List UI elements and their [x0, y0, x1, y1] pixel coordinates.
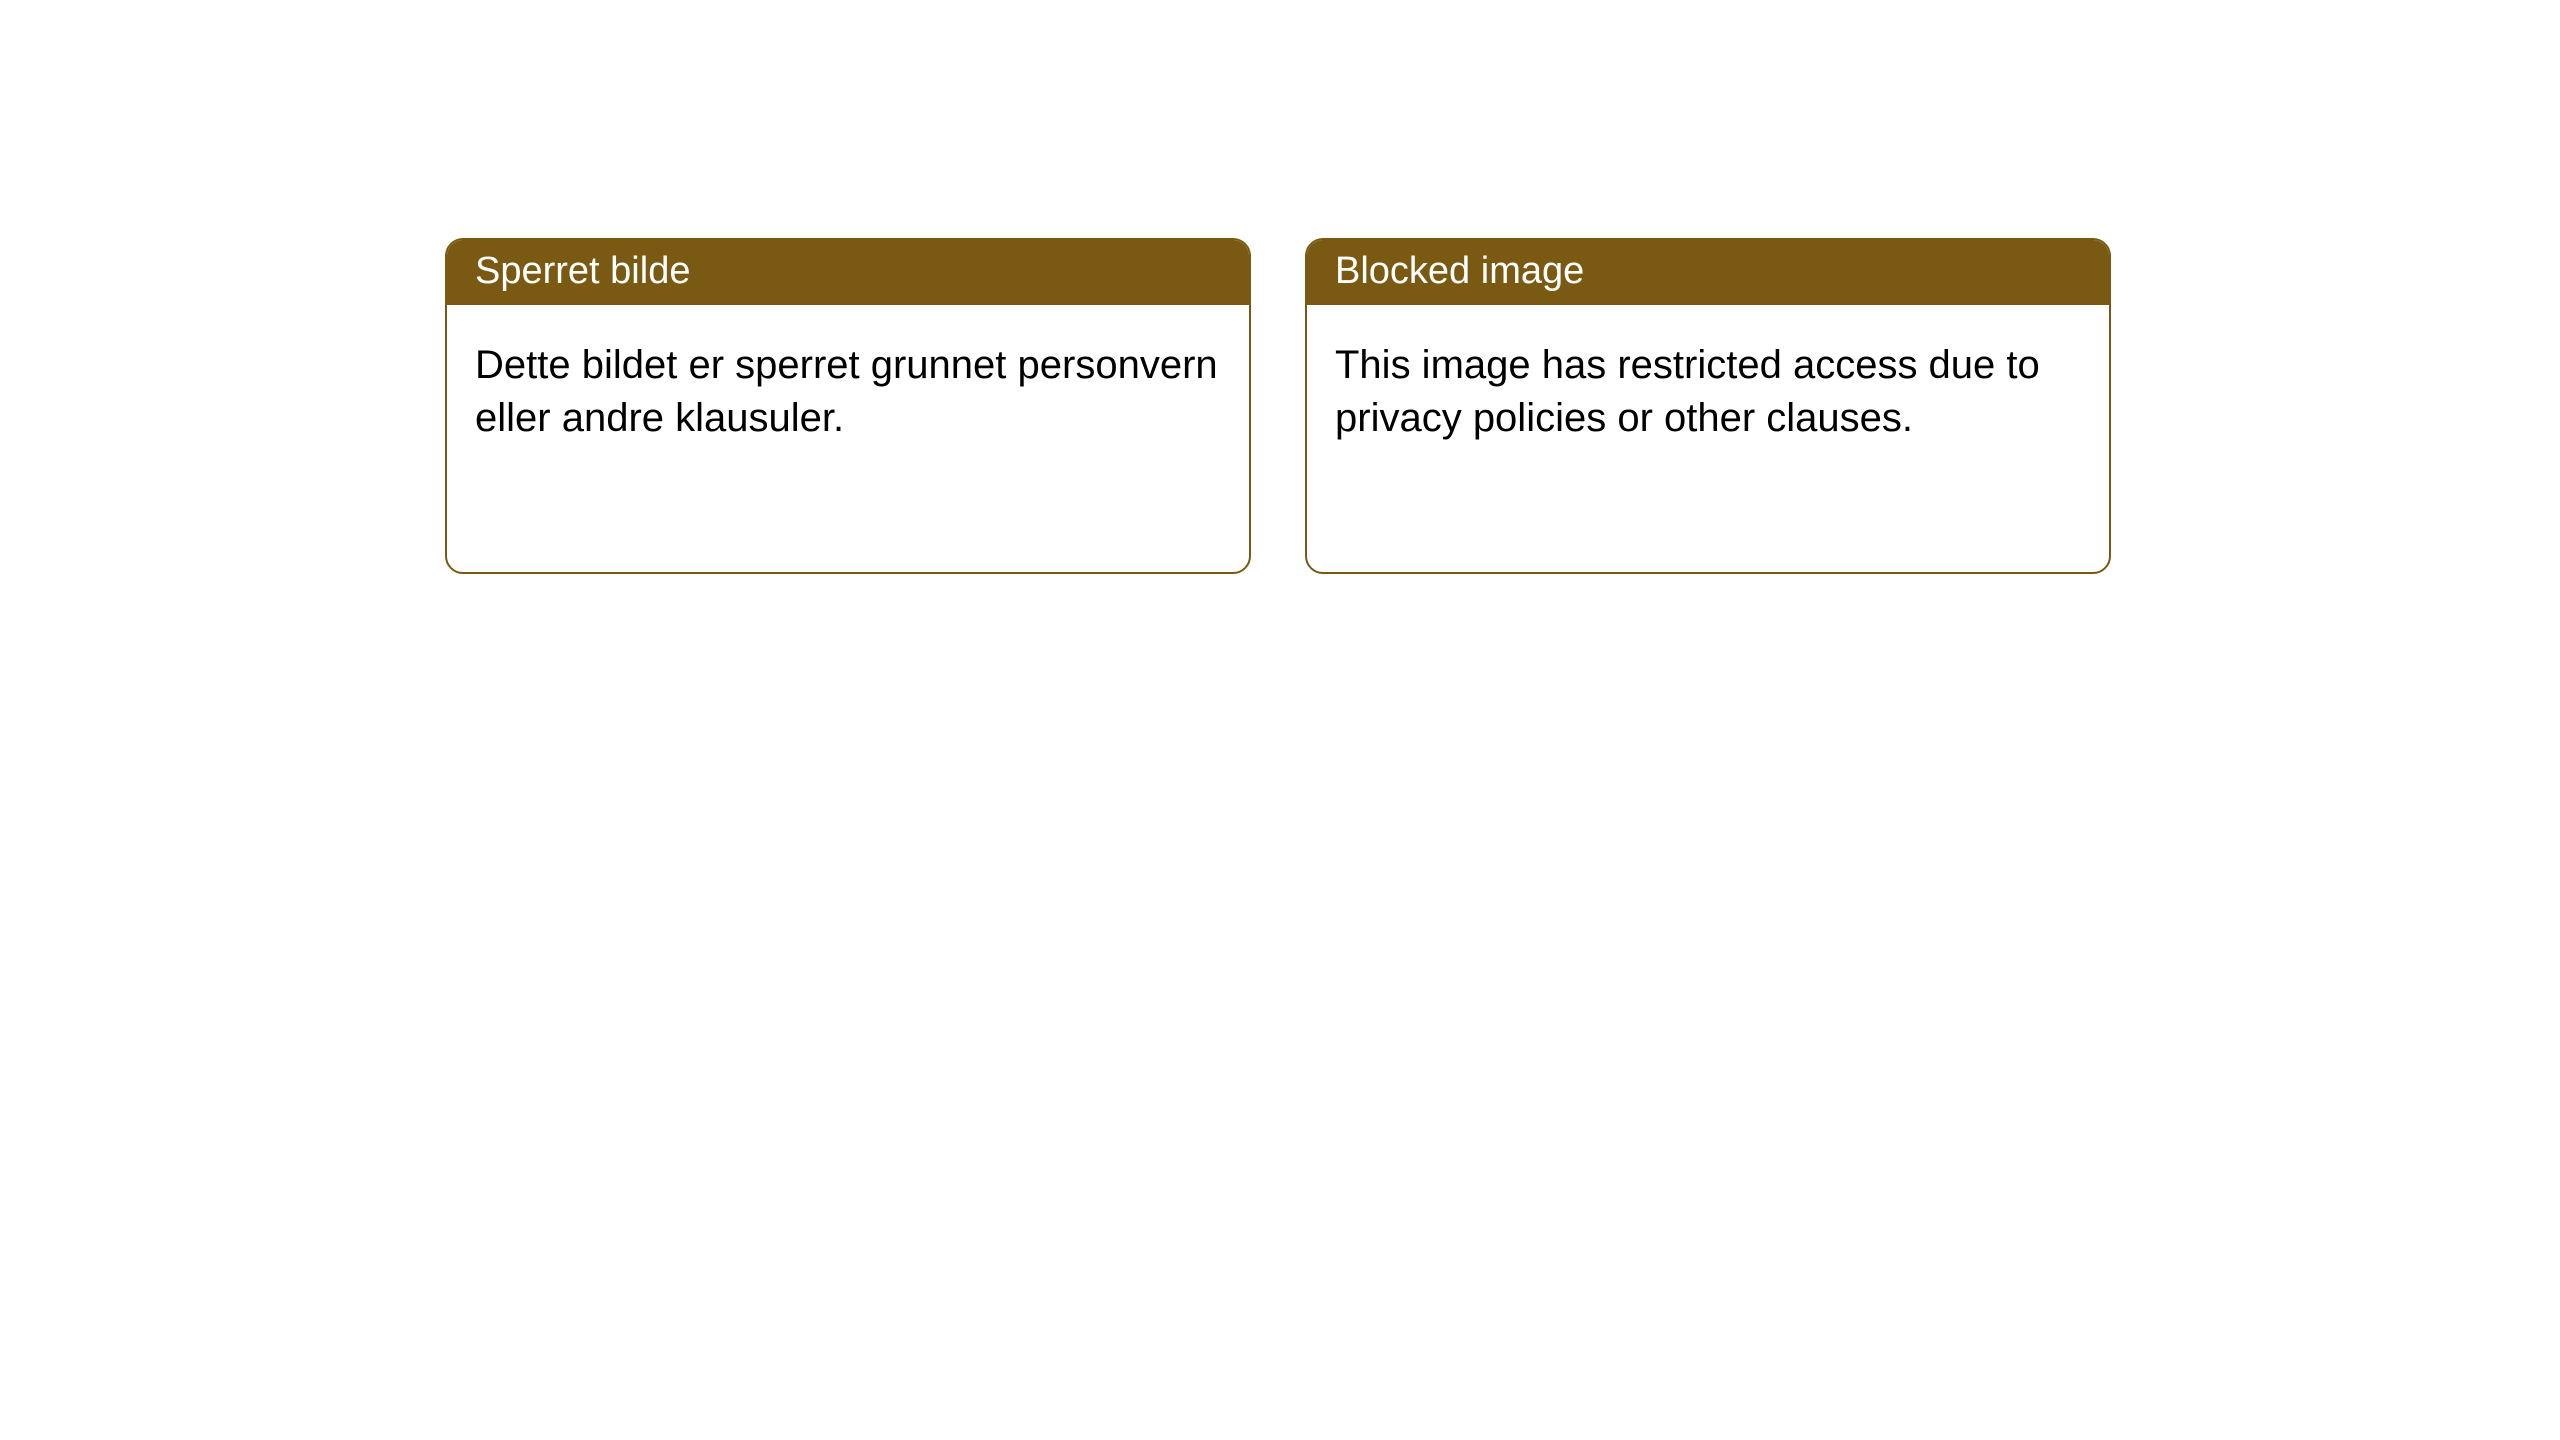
notice-box-english: Blocked image This image has restricted …: [1305, 238, 2111, 574]
notice-header: Blocked image: [1307, 240, 2109, 305]
notice-body: Dette bildet er sperret grunnet personve…: [447, 305, 1249, 479]
notice-box-norwegian: Sperret bilde Dette bildet er sperret gr…: [445, 238, 1251, 574]
notice-container: Sperret bilde Dette bildet er sperret gr…: [0, 0, 2560, 574]
notice-header: Sperret bilde: [447, 240, 1249, 305]
notice-body: This image has restricted access due to …: [1307, 305, 2109, 479]
